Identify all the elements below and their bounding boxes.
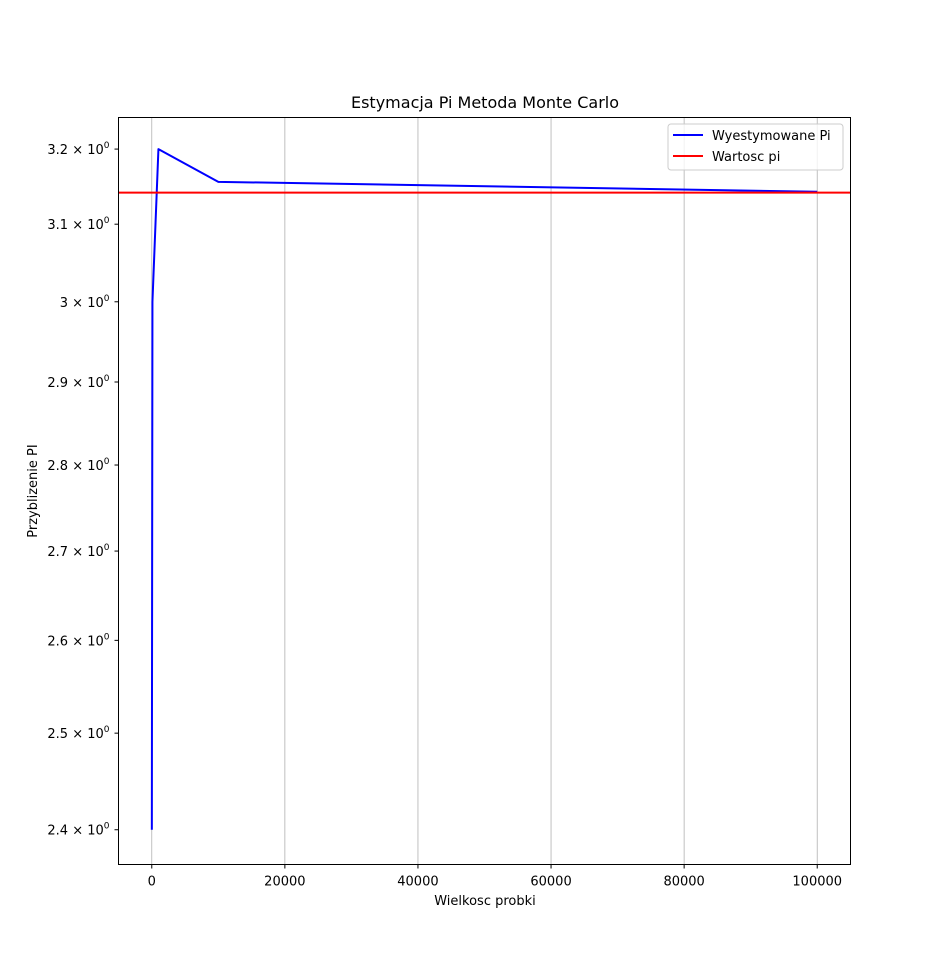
plot-area [118,148,851,830]
y-tick-label: 3 × 100 [60,294,110,311]
x-tick-label: 20000 [264,875,305,890]
y-tick-label: 2.5 × 100 [47,725,109,742]
x-axis: 0 20000 40000 60000 80000 100000 [148,864,842,890]
x-axis-label: Wielkosc probki [434,894,536,909]
x-tick-label: 80000 [663,875,704,890]
y-axis-label: Przyblizenie PI [26,444,41,537]
legend-box [667,123,844,171]
grid-lines [151,117,818,865]
legend-label-pi: Wartosc pi [712,150,780,165]
chart-title: Estymacja Pi Metoda Monte Carlo [351,93,619,112]
y-tick-label: 2.9 × 100 [47,374,109,391]
y-tick-label: 2.8 × 100 [47,457,109,474]
y-tick-label: 2.6 × 100 [47,632,109,649]
axes-frame [118,117,851,865]
x-tick-label: 100000 [792,875,842,890]
x-tick-label: 40000 [397,875,438,890]
x-tick-label: 60000 [530,875,571,890]
y-tick-label: 3.1 × 100 [47,216,109,233]
y-tick-label: 2.7 × 100 [47,543,109,560]
x-tick-label: 0 [148,875,156,890]
y-axis: 2.4 × 100 2.5 × 100 2.6 × 100 2.7 × 100 2.8 … [47,141,119,839]
y-tick-label: 2.4 × 100 [47,822,109,839]
legend: Wyestymowane Pi Wartosc pi [667,123,844,171]
series-line-estimated-pi [150,148,818,830]
y-tick-label: 3.2 × 100 [47,141,109,158]
legend-label-estimated: Wyestymowane Pi [712,129,831,144]
